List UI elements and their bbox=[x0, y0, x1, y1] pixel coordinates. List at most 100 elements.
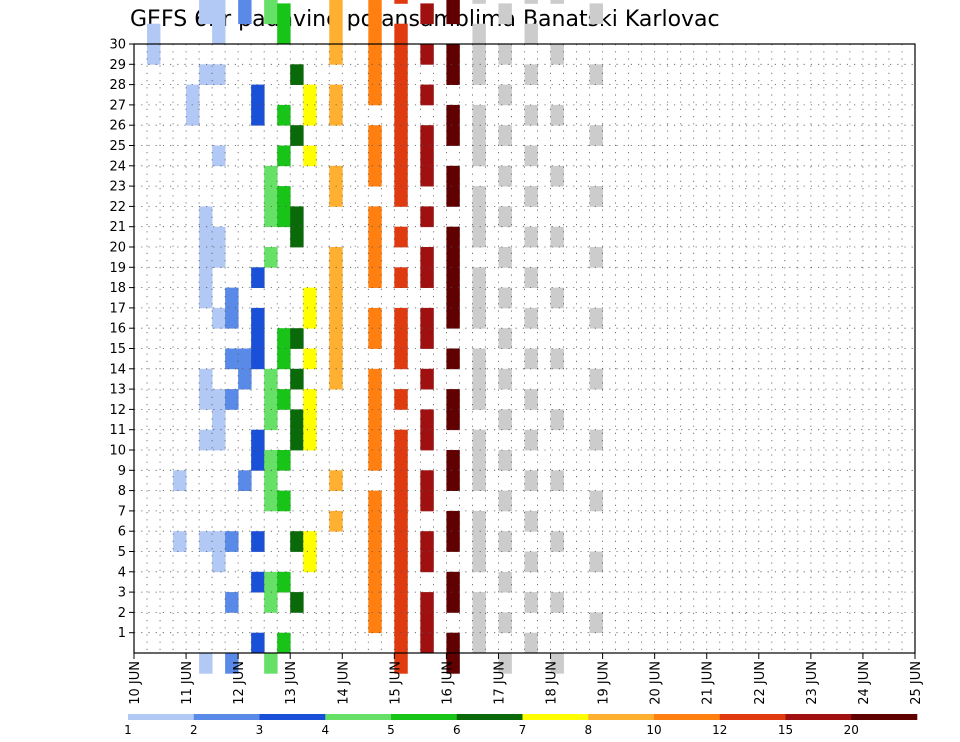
heatmap-cell bbox=[277, 3, 291, 25]
heatmap-cell bbox=[589, 429, 603, 451]
heatmap-cell bbox=[472, 44, 486, 65]
heatmap-cell bbox=[368, 165, 382, 187]
heatmap-cell bbox=[277, 145, 291, 167]
x-tick-label: 17 JUN bbox=[493, 661, 508, 705]
heatmap-cell bbox=[524, 510, 538, 532]
heatmap-cell bbox=[446, 104, 460, 126]
colorbar-label: 4 bbox=[321, 723, 329, 737]
heatmap-cell bbox=[329, 23, 343, 45]
heatmap-cell bbox=[498, 165, 512, 187]
x-tick-label: 18 JUN bbox=[545, 661, 560, 705]
heatmap-cell bbox=[446, 592, 460, 613]
heatmap-cell bbox=[524, 632, 538, 654]
heatmap-cell bbox=[290, 206, 304, 228]
heatmap-cell bbox=[329, 368, 343, 390]
heatmap-cell bbox=[472, 23, 486, 45]
heatmap-cell bbox=[498, 206, 512, 228]
heatmap-cell bbox=[394, 389, 408, 410]
heatmap-cell bbox=[420, 165, 434, 187]
heatmap-cell bbox=[394, 653, 408, 674]
heatmap-cell bbox=[368, 3, 382, 25]
heatmap-cell bbox=[420, 429, 434, 451]
heatmap-cell bbox=[394, 23, 408, 45]
heatmap-cell bbox=[472, 125, 486, 146]
heatmap-cell bbox=[446, 287, 460, 309]
heatmap-cell bbox=[394, 531, 408, 552]
heatmap-cell bbox=[446, 125, 460, 146]
heatmap-cell bbox=[329, 510, 343, 532]
y-tick-label: 29 bbox=[109, 58, 126, 73]
heatmap-cell bbox=[524, 429, 538, 451]
heatmap-cell bbox=[420, 267, 434, 288]
y-tick-label: 14 bbox=[109, 362, 126, 377]
heatmap-cell bbox=[420, 490, 434, 512]
colorbar-label: 6 bbox=[453, 723, 461, 737]
colorbar-label: 12 bbox=[712, 723, 727, 737]
heatmap-cell bbox=[264, 490, 278, 512]
heatmap-cell bbox=[472, 64, 486, 85]
heatmap-cell bbox=[498, 3, 512, 25]
heatmap-cell bbox=[589, 490, 603, 512]
heatmap-cell bbox=[589, 247, 603, 268]
heatmap-cell bbox=[446, 226, 460, 248]
heatmap-cell bbox=[524, 64, 538, 85]
heatmap-cell bbox=[420, 84, 434, 106]
heatmap-cell bbox=[472, 510, 486, 532]
colorbar-swatch bbox=[851, 714, 918, 720]
heatmap-cell bbox=[498, 287, 512, 309]
colorbar-swatch bbox=[719, 714, 786, 720]
y-tick-label: 1 bbox=[118, 626, 126, 641]
heatmap-cell bbox=[212, 531, 226, 552]
heatmap-cell bbox=[368, 490, 382, 512]
heatmap-cell bbox=[524, 389, 538, 410]
heatmap-cell bbox=[264, 206, 278, 228]
heatmap-cell bbox=[329, 44, 343, 65]
heatmap-cell bbox=[394, 0, 408, 4]
heatmap-cell bbox=[290, 368, 304, 390]
heatmap-cell bbox=[472, 368, 486, 390]
heatmap-cell bbox=[277, 186, 291, 207]
heatmap-cell bbox=[550, 348, 564, 370]
heatmap-cell bbox=[472, 551, 486, 573]
heatmap-cell bbox=[446, 531, 460, 552]
heatmap-cell bbox=[290, 328, 304, 349]
heatmap-cell bbox=[394, 104, 408, 126]
heatmap-cell bbox=[303, 104, 317, 126]
x-tick-label: 11 JUN bbox=[180, 661, 195, 705]
heatmap-cell bbox=[589, 3, 603, 25]
x-tick-label: 19 JUN bbox=[597, 661, 612, 705]
heatmap-cell bbox=[498, 450, 512, 471]
heatmap-cell bbox=[212, 145, 226, 167]
heatmap-cell bbox=[368, 145, 382, 167]
heatmap-cell bbox=[277, 571, 291, 593]
x-tick-label: 12 JUN bbox=[232, 661, 247, 705]
heatmap-cell bbox=[420, 307, 434, 329]
heatmap-cell bbox=[420, 612, 434, 634]
heatmap-cell bbox=[472, 470, 486, 491]
heatmap-cell bbox=[394, 490, 408, 512]
heatmap-cell bbox=[264, 368, 278, 390]
y-tick-label: 27 bbox=[109, 98, 126, 113]
heatmap-cell bbox=[446, 571, 460, 593]
colorbar: 1 2 3 4 5 6 7 8 10 12 15 20 bbox=[124, 714, 918, 737]
heatmap-cell bbox=[212, 551, 226, 573]
heatmap-cell bbox=[368, 247, 382, 268]
heatmap-cell bbox=[472, 226, 486, 248]
heatmap-cell bbox=[212, 307, 226, 329]
heatmap-cell bbox=[173, 531, 187, 552]
colorbar-swatch bbox=[785, 714, 852, 720]
heatmap-cell bbox=[446, 348, 460, 370]
heatmap-cell bbox=[225, 653, 239, 674]
heatmap-cell bbox=[277, 490, 291, 512]
heatmap-cell bbox=[420, 3, 434, 25]
heatmap-cell bbox=[303, 551, 317, 573]
heatmap-cell bbox=[368, 368, 382, 390]
heatmap-cell bbox=[277, 328, 291, 349]
heatmap-cell bbox=[303, 145, 317, 167]
heatmap-cell bbox=[589, 551, 603, 573]
heatmap-cell bbox=[446, 186, 460, 207]
heatmap-cell bbox=[524, 104, 538, 126]
y-tick-label: 26 bbox=[109, 119, 126, 134]
heatmap-cell bbox=[446, 267, 460, 288]
